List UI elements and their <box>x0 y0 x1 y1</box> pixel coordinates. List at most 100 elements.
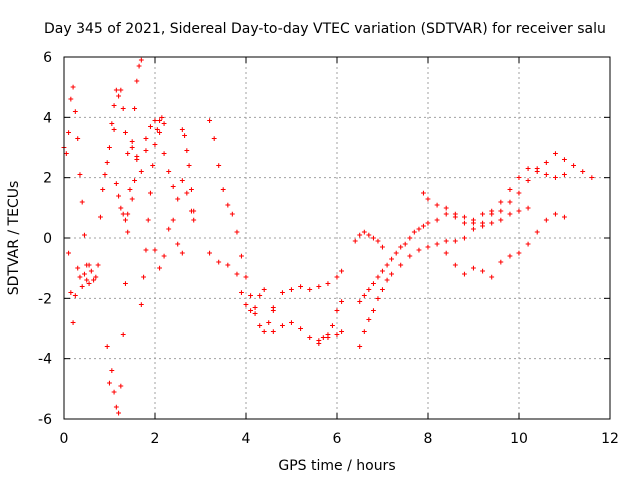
data-point: + <box>105 343 111 353</box>
data-point: + <box>70 83 76 93</box>
data-point: + <box>141 273 147 283</box>
data-point: + <box>216 258 222 268</box>
data-point: + <box>321 334 327 344</box>
data-point: + <box>98 213 104 223</box>
data-point: + <box>453 213 459 223</box>
y-tick-label: -2 <box>38 291 52 307</box>
series-arc-18: ++ + + + ++ <box>352 228 385 253</box>
data-point: + <box>136 62 142 72</box>
data-point: + <box>380 267 386 277</box>
data-point: + <box>75 134 81 144</box>
data-point: + <box>384 276 390 286</box>
data-point: + <box>562 213 568 223</box>
data-point: + <box>105 159 111 169</box>
data-point: + <box>180 249 186 259</box>
data-point: + <box>366 285 372 295</box>
data-point: + <box>225 201 231 211</box>
data-point: + <box>75 264 81 274</box>
data-point: + <box>462 219 468 229</box>
series-arc-19: +++ ++ ++ + + ++ + + <box>421 189 532 232</box>
data-point: + <box>507 186 513 196</box>
data-point: + <box>77 273 83 283</box>
data-point: + <box>471 264 477 274</box>
data-point: + <box>525 165 531 175</box>
data-point: + <box>139 300 145 310</box>
data-point: + <box>123 279 129 289</box>
data-point: + <box>248 306 254 316</box>
data-point: + <box>489 273 495 283</box>
grid-lines <box>64 57 610 419</box>
data-point: + <box>316 340 322 350</box>
data-point: + <box>375 294 381 304</box>
data-point: + <box>118 204 124 214</box>
data-point: + <box>191 216 197 226</box>
data-point: + <box>271 328 277 338</box>
data-point: + <box>73 107 79 117</box>
data-point: + <box>161 150 167 160</box>
data-point: + <box>186 162 192 172</box>
data-point: + <box>434 216 440 226</box>
data-point: + <box>325 331 331 341</box>
data-point: + <box>362 328 368 338</box>
data-point: + <box>64 150 70 160</box>
data-point: + <box>298 325 304 335</box>
series-arc-2: ++++++++++ <box>66 83 92 289</box>
y-tick-label: -6 <box>38 412 52 428</box>
axis-ticks: 0 2 4 6 8 10 12 -6 -4 -2 0 2 4 6 <box>38 50 619 447</box>
data-point: + <box>462 213 468 223</box>
data-point: + <box>120 104 126 114</box>
data-point: + <box>114 403 120 413</box>
data-point: + <box>143 246 149 256</box>
data-point: + <box>180 177 186 187</box>
data-point: + <box>516 174 522 184</box>
data-point: + <box>357 297 363 307</box>
data-point: + <box>516 249 522 259</box>
data-point: + <box>143 147 149 157</box>
data-point: + <box>480 267 486 277</box>
data-point: + <box>189 186 195 196</box>
data-point: + <box>125 228 131 238</box>
data-point: + <box>380 285 386 295</box>
data-point: + <box>453 210 459 220</box>
data-point: + <box>111 101 117 111</box>
data-point: + <box>89 267 95 277</box>
data-point: + <box>257 321 263 331</box>
data-point: + <box>571 162 577 172</box>
data-point: + <box>116 409 122 419</box>
x-tick-label: 4 <box>242 431 251 447</box>
data-point: + <box>130 137 136 147</box>
data-point: + <box>366 231 372 241</box>
data-point: + <box>130 195 136 205</box>
data-point: + <box>316 282 322 292</box>
data-point: + <box>271 303 277 313</box>
data-point: + <box>123 216 129 226</box>
data-point: + <box>95 261 101 271</box>
data-point: + <box>371 279 377 289</box>
data-point: + <box>114 180 120 190</box>
data-point: + <box>362 291 368 301</box>
data-point: + <box>471 216 477 226</box>
data-point: + <box>339 267 345 277</box>
data-point: + <box>127 186 133 196</box>
data-point: + <box>102 171 108 181</box>
data-point: + <box>434 201 440 211</box>
data-point: + <box>261 328 267 338</box>
data-point: + <box>91 276 97 286</box>
data-point: + <box>130 144 136 154</box>
data-point: + <box>443 237 449 247</box>
y-tick-label: 4 <box>43 110 52 126</box>
data-point: + <box>139 168 145 178</box>
series-arc-10: ++++++ <box>180 125 197 216</box>
data-point: + <box>544 216 550 226</box>
series-arc-14: ++ +++ + + + + <box>271 318 345 346</box>
data-point: + <box>100 186 106 196</box>
data-point: + <box>266 318 272 328</box>
data-point: + <box>157 264 163 274</box>
data-point: + <box>298 282 304 292</box>
data-point: + <box>375 237 381 247</box>
data-point: + <box>107 379 113 389</box>
data-point: + <box>334 273 340 283</box>
data-point: + <box>462 270 468 280</box>
data-point: + <box>252 309 258 319</box>
data-point: + <box>93 273 99 283</box>
